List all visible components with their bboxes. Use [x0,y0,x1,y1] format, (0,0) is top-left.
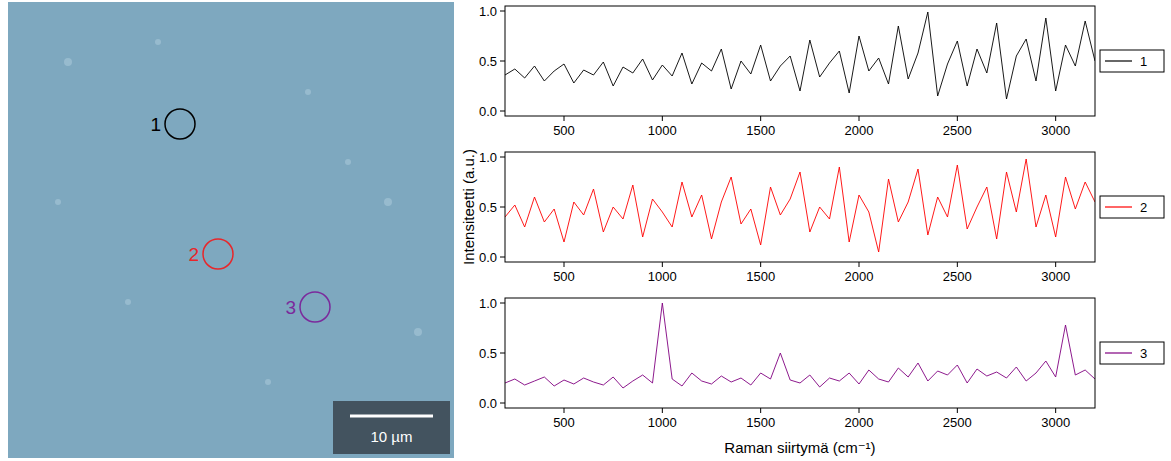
spectrum-line [505,12,1095,99]
x-tick [760,116,761,121]
x-tick [564,116,565,121]
plot-frame [505,152,1095,262]
scale-bar-label: 10 µm [371,428,413,445]
x-tick [760,408,761,413]
spectrum-line [505,303,1095,388]
legend-box [1100,342,1164,364]
x-tick [859,262,860,267]
speck [155,39,161,45]
x-tick-label: 2500 [943,123,972,138]
x-tick-label: 1000 [648,415,677,430]
y-tick-label: 0.0 [479,250,497,265]
spot-label: 3 [285,297,296,318]
x-tick [662,262,663,267]
spot-label: 2 [188,244,199,265]
x-axis-title: Raman siirtymä (cm⁻¹) [724,439,875,456]
speck [64,58,72,66]
x-tick-label: 2500 [943,269,972,284]
plot-area [505,12,1095,99]
scale-bar-box [333,401,450,454]
x-tick [564,262,565,267]
x-tick [1055,408,1056,413]
legend-box [1100,196,1164,218]
spectrum-line [505,159,1095,252]
x-tick-label: 3000 [1041,269,1070,284]
x-tick [564,408,565,413]
x-tick [1055,262,1056,267]
x-tick-label: 1500 [746,415,775,430]
x-tick-label: 2000 [845,269,874,284]
x-tick [957,408,958,413]
measurement-spot [165,109,195,139]
y-tick-label: 1.0 [479,150,497,165]
y-tick [500,403,505,404]
speck [305,89,311,95]
scale-bar [350,415,433,418]
plot-frame [505,6,1095,116]
y-tick [500,111,505,112]
x-tick [1055,116,1056,121]
y-tick [500,11,505,12]
x-tick-label: 2000 [845,415,874,430]
x-tick [760,262,761,267]
y-tick-label: 1.0 [479,296,497,311]
y-tick [500,157,505,158]
y-tick [500,257,505,258]
legend-label: 3 [1140,346,1147,361]
x-tick [859,116,860,121]
y-tick [500,61,505,62]
speck [414,328,422,336]
speck [345,159,351,165]
x-tick-label: 500 [553,269,575,284]
legend-label: 1 [1140,54,1147,69]
speck [384,198,392,206]
legend-label: 2 [1140,200,1147,215]
x-tick-label: 2500 [943,415,972,430]
x-tick-label: 1500 [746,123,775,138]
x-tick-label: 3000 [1041,415,1070,430]
plot-area [505,159,1095,252]
y-tick [500,207,505,208]
plot-area [505,303,1095,388]
micrograph [8,2,454,458]
x-tick-label: 1000 [648,123,677,138]
legend-line [1105,206,1132,207]
y-tick [500,303,505,304]
y-tick-label: 0.0 [479,104,497,119]
x-tick [662,116,663,121]
speck [125,299,131,305]
x-tick [859,408,860,413]
speck [265,379,271,385]
x-tick-label: 500 [553,415,575,430]
y-tick-label: 0.5 [479,54,497,69]
x-tick-label: 500 [553,123,575,138]
measurement-spot [203,239,233,269]
y-tick-label: 0.5 [479,200,497,215]
x-tick-label: 2000 [845,123,874,138]
y-tick-label: 1.0 [479,4,497,19]
x-tick-label: 1000 [648,269,677,284]
plot-frame [505,298,1095,408]
x-tick-label: 1500 [746,269,775,284]
y-tick-label: 0.5 [479,346,497,361]
x-tick [662,408,663,413]
legend-line [1105,60,1132,61]
x-tick [957,116,958,121]
measurement-spot [300,292,330,322]
legend-box [1100,50,1164,72]
y-axis-title: Intensiteetti (a.u.) [460,149,477,265]
y-tick-label: 0.0 [479,396,497,411]
speck [55,199,61,205]
x-tick [957,262,958,267]
y-tick [500,353,505,354]
spot-label: 1 [150,114,161,135]
x-tick-label: 3000 [1041,123,1070,138]
figure: 12310 µm500100015002000250030000.00.51.0… [0,0,1171,461]
legend-line [1105,352,1132,353]
